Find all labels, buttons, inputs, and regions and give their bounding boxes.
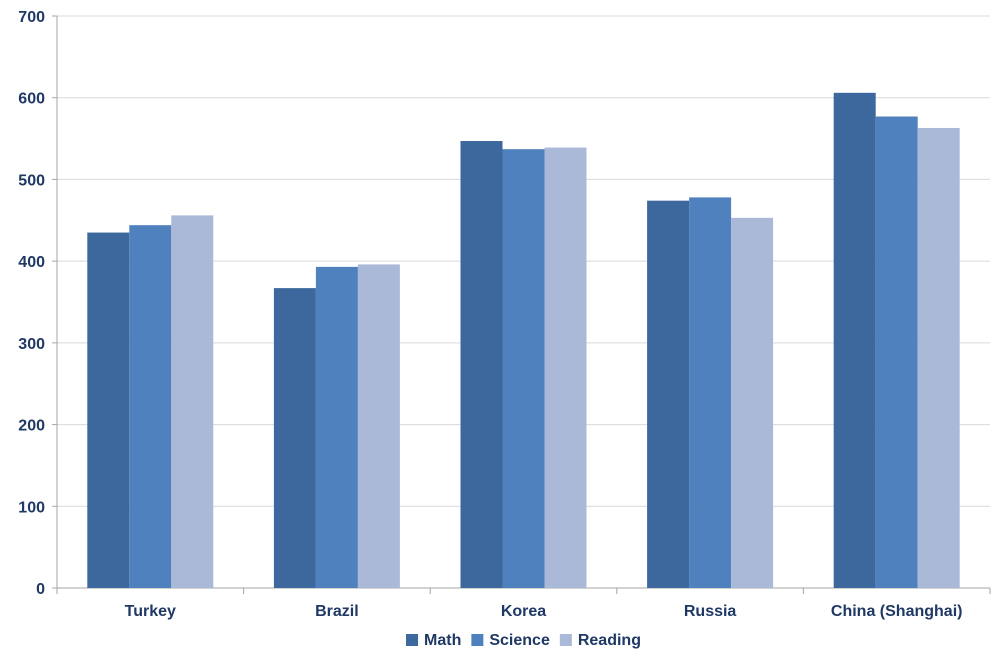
bar-math-russia [647, 200, 690, 588]
bar-reading-russia [731, 217, 774, 588]
legend-swatch-math [406, 634, 419, 646]
legend-label-math: Math [424, 632, 461, 649]
x-category-label: Brazil [315, 603, 359, 620]
y-tick-labels: 0 100 200 300 400 500 600 700 [18, 9, 45, 598]
bar-math-korea [460, 141, 503, 588]
legend-label-reading: Reading [578, 632, 641, 649]
bar-science-china-shanghai [875, 116, 918, 588]
x-category-label: China (Shanghai) [831, 603, 963, 620]
y-tick-label: 500 [18, 172, 45, 189]
bar-science-brazil [315, 266, 358, 588]
legend-swatch-reading [559, 634, 572, 646]
bar-science-turkey [129, 225, 172, 588]
bar-reading-brazil [357, 264, 400, 588]
y-tick-label: 200 [18, 418, 45, 435]
x-category-label: Turkey [125, 603, 176, 620]
legend-swatch-science [471, 634, 484, 646]
bar-math-brazil [273, 288, 316, 588]
bar-math-turkey [87, 232, 130, 589]
y-tick-label: 100 [18, 499, 45, 516]
bar-math-china-shanghai [833, 92, 876, 588]
y-tick-label: 700 [18, 9, 45, 26]
y-tick-label: 300 [18, 336, 45, 353]
y-tick-label: 600 [18, 91, 45, 108]
bar-reading-korea [544, 147, 587, 588]
bars [87, 92, 960, 589]
bar-reading-china-shanghai [917, 127, 960, 588]
legend-label-science: Science [489, 632, 550, 649]
legend: Math Science Reading [406, 632, 641, 649]
bar-science-korea [502, 149, 545, 589]
x-category-labels: Turkey Brazil Korea Russia China (Shanghai) [125, 603, 963, 620]
bar-science-russia [689, 197, 732, 589]
x-category-label: Korea [501, 603, 546, 620]
bar-reading-turkey [171, 215, 214, 588]
y-tick-label: 0 [36, 581, 45, 598]
y-tick-label: 400 [18, 254, 45, 271]
x-category-label: Russia [684, 603, 737, 620]
